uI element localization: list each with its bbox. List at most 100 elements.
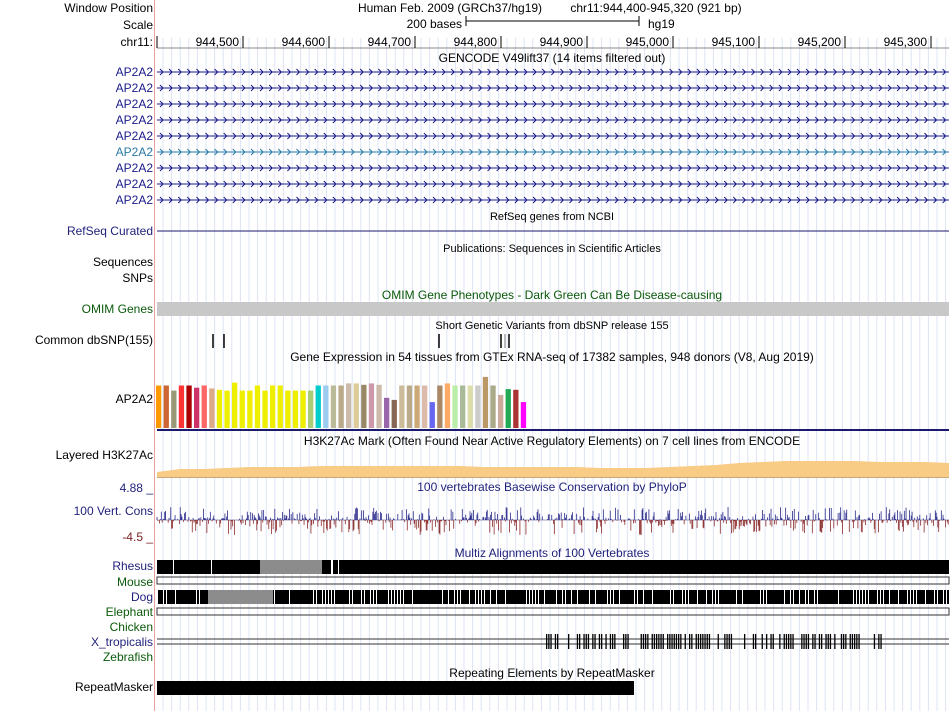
gencode-transcript-label[interactable]: AP2A2 (115, 161, 153, 175)
refseq-track-title[interactable]: RefSeq genes from NCBI (489, 211, 615, 223)
gencode-transcript-label[interactable]: AP2A2 (115, 129, 153, 143)
dbsnp-track-title[interactable]: Short Genetic Variants from dbSNP releas… (435, 320, 669, 332)
multiz-dog-break (865, 590, 866, 604)
multiz-rhesus-gap (260, 560, 322, 574)
multiz-dog-break (163, 590, 164, 604)
gencode-transcript-label[interactable]: AP2A2 (115, 193, 153, 207)
multiz-species-label[interactable]: Zebrafish (102, 650, 153, 664)
gtex-tissue-bar (361, 384, 367, 428)
repeatmasker-track-title[interactable]: Repeating Elements by RepeatMasker (449, 666, 655, 680)
h3k27ac-label[interactable]: Layered H3K27Ac (55, 448, 153, 462)
multiz-xtrop-align (843, 634, 845, 649)
multiz-dog-break (610, 590, 611, 604)
gtex-tissue-bar (346, 383, 352, 428)
h3k27ac-track-title[interactable]: H3K27Ac Mark (Often Found Near Active Re… (303, 434, 801, 448)
refseq-curated-label[interactable]: RefSeq Curated (66, 224, 153, 238)
multiz-dog-break (556, 590, 557, 604)
multiz-xtrop-align (873, 634, 876, 649)
multiz-species-label[interactable]: Mouse (116, 575, 153, 589)
publications-track-title[interactable]: Publications: Sequences in Scientific Ar… (443, 243, 661, 255)
publications-snps-label[interactable]: SNPs (122, 271, 153, 285)
multiz-xtrop-align (761, 634, 763, 649)
gtex-tissue-bar (254, 385, 261, 428)
gtex-tissue-bar (429, 402, 435, 428)
multiz-xtrop-align (801, 634, 803, 649)
multiz-dog-break (760, 590, 761, 604)
multiz-dog-break (313, 590, 314, 604)
multiz-xtrop-align (829, 634, 832, 649)
scale-label: Scale (122, 18, 153, 32)
multiz-rhesus-break (173, 560, 174, 574)
multiz-xtrop-align (640, 634, 642, 649)
phylop-track-title[interactable]: 100 vertebrates Basewise Conservation by… (417, 480, 687, 494)
multiz-species-label[interactable]: Chicken (109, 620, 153, 634)
gencode-transcript-label[interactable]: AP2A2 (115, 97, 153, 111)
multiz-xtrop-align (583, 634, 585, 649)
multiz-dog-break (532, 590, 533, 604)
multiz-elephant-row (156, 607, 950, 616)
phylop-label[interactable]: 100 Vert. Cons (73, 504, 153, 518)
multiz-dog-break (481, 590, 482, 604)
multiz-xtrop-align (627, 634, 629, 649)
gtex-tissue-bar (513, 389, 519, 428)
multiz-dog-break (913, 590, 914, 604)
multiz-dog-break (838, 590, 839, 604)
multiz-dog-break (697, 590, 698, 604)
h3k27ac-signal (157, 461, 949, 478)
gencode-transcript-label[interactable]: AP2A2 (115, 177, 153, 191)
assembly-title: Human Feb. 2009 (GRCh37/hg19) (357, 1, 543, 15)
multiz-xtrop-align (726, 634, 728, 649)
multiz-xtrop-align (645, 634, 647, 649)
gtex-tissue-bar (505, 389, 511, 428)
gtex-tissue-bar (498, 394, 504, 428)
multiz-xtrop-align (587, 634, 590, 649)
multiz-species-label[interactable]: Elephant (105, 605, 153, 619)
gtex-track-title[interactable]: Gene Expression in 54 tissues from GTEx … (290, 350, 814, 364)
phylop-max-label: 4.88 _ (119, 481, 153, 495)
gencode-transcript-label[interactable]: AP2A2 (115, 145, 153, 159)
multiz-dog-break (448, 590, 449, 604)
publications-sequences-label[interactable]: Sequences (92, 255, 153, 269)
gencode-transcript-label[interactable]: AP2A2 (115, 113, 153, 127)
multiz-dog-break (925, 590, 926, 604)
multiz-xtrop-align (814, 634, 816, 649)
multiz-species-label[interactable]: Rhesus (112, 559, 153, 573)
multiz-xtrop-align (598, 634, 601, 649)
gencode-transcript-label[interactable]: AP2A2 (115, 65, 153, 79)
omim-genes-label[interactable]: OMIM Genes (81, 302, 153, 316)
multiz-xtrop-align (601, 634, 603, 649)
gtex-gene-label[interactable]: AP2A2 (115, 392, 153, 406)
omim-track-title[interactable]: OMIM Gene Phenotypes - Dark Green Can Be… (381, 288, 723, 302)
repeatmasker-label[interactable]: RepeatMasker (74, 680, 153, 694)
multiz-species-label[interactable]: X_tropicalis (90, 635, 153, 649)
dbsnp-label[interactable]: Common dbSNP(155) (34, 333, 153, 347)
multiz-rhesus-break (338, 560, 339, 574)
multiz-xtrop-align (766, 634, 768, 649)
multiz-xtrop-align (658, 634, 660, 649)
gencode-strand-arrows (159, 180, 947, 188)
multiz-dog-break (652, 590, 653, 604)
gtex-tissue-bar (467, 385, 473, 428)
gencode-track-title[interactable]: GENCODE V49lift37 (14 items filtered out… (438, 51, 666, 65)
multiz-dog-break (352, 590, 353, 604)
gencode-transcript-label[interactable]: AP2A2 (115, 81, 153, 95)
multiz-xtrop-align (845, 634, 847, 649)
omim-gene-bar (157, 302, 949, 316)
multiz-xtrop-align (697, 634, 700, 649)
multiz-species-label[interactable]: Dog (130, 590, 153, 604)
multiz-dog-break (883, 590, 884, 604)
multiz-track-title[interactable]: Multiz Alignments of 100 Vertebrates (454, 546, 650, 560)
gtex-tissue-bar (315, 385, 321, 428)
multiz-xtrop-align (568, 634, 570, 649)
multiz-dog-break (670, 590, 671, 604)
multiz-xtrop-align (854, 634, 856, 649)
multiz-dog-break (571, 590, 572, 604)
multiz-dog-break (496, 590, 497, 604)
multiz-dog-break (397, 590, 398, 604)
multiz-dog-break (805, 590, 806, 604)
gtex-tissue-bar (376, 384, 382, 428)
multiz-xtrop-align (706, 634, 708, 649)
multiz-dog-break (316, 590, 317, 604)
